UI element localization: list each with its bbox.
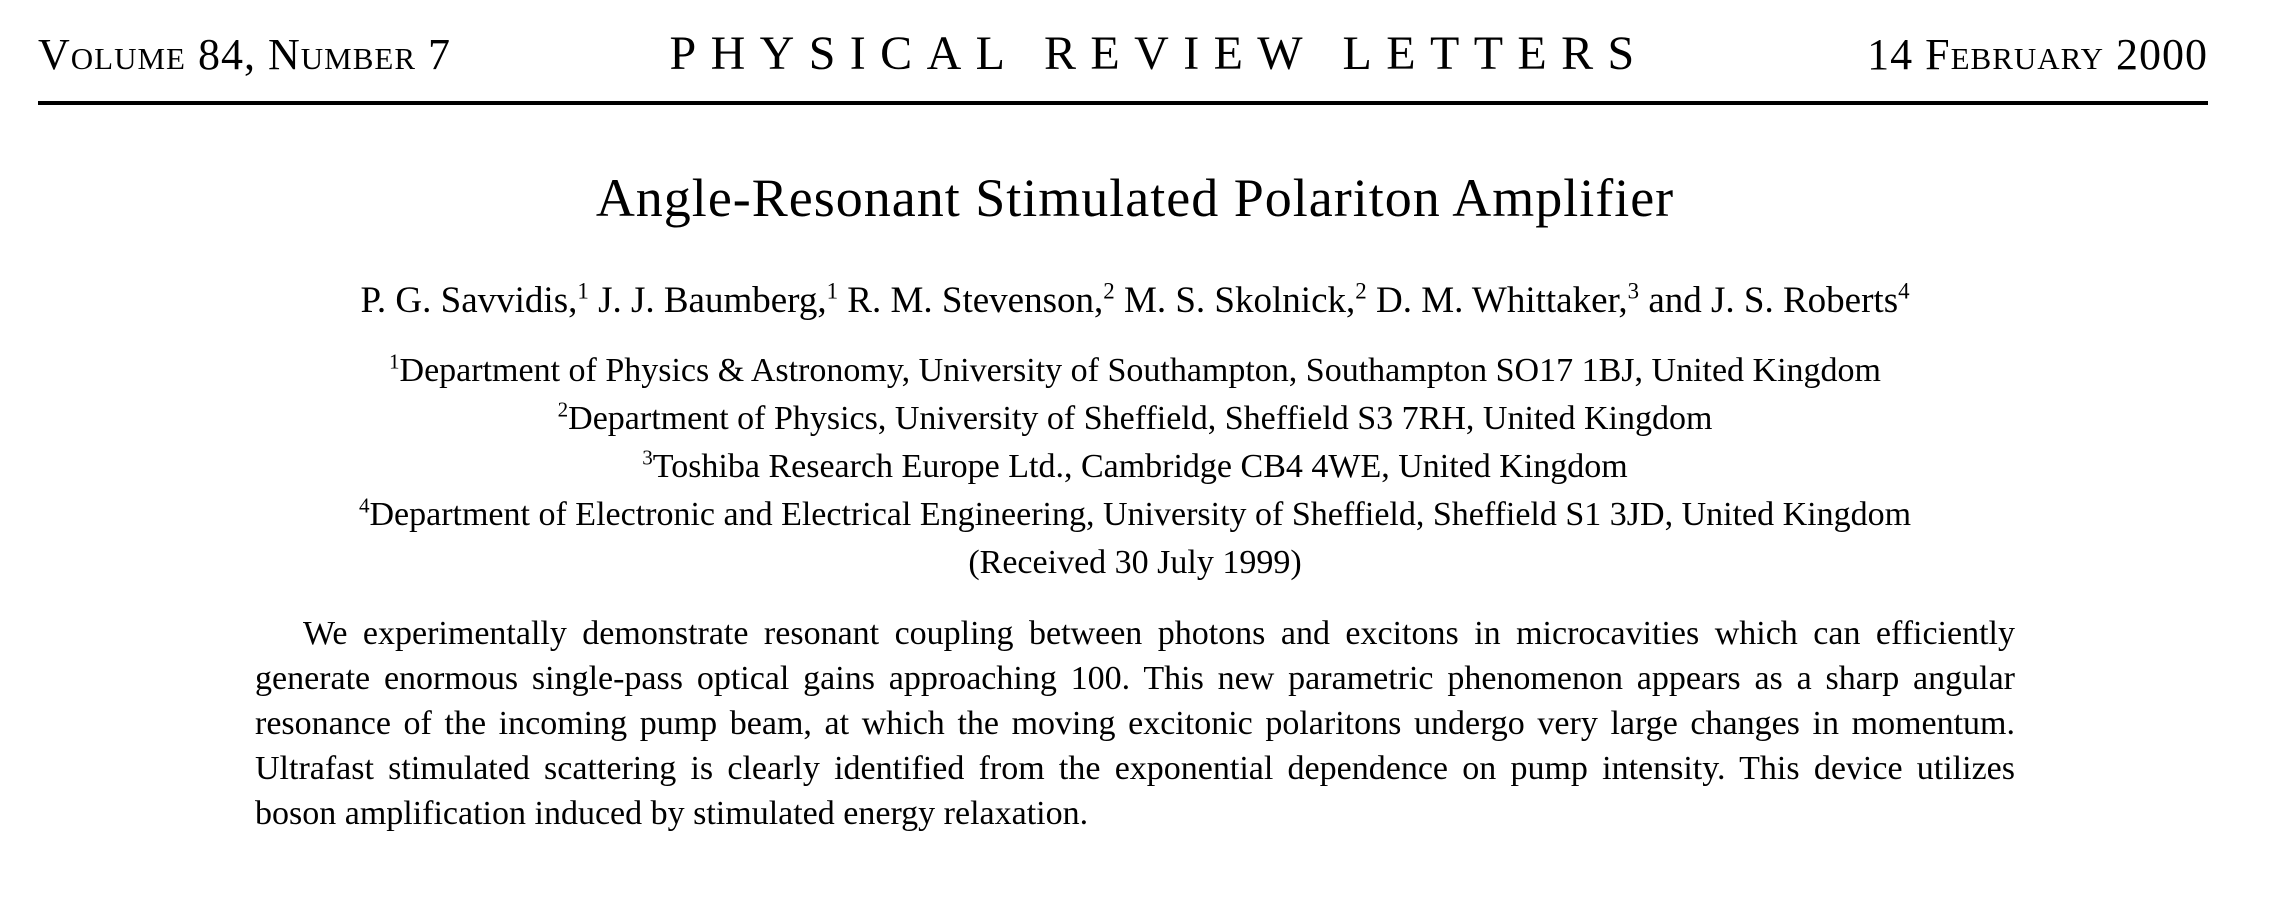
- affiliation-line: 2Department of Physics, University of Sh…: [557, 398, 1713, 438]
- abstract-paragraph: We experimentally demonstrate resonant c…: [255, 615, 2015, 833]
- affiliation-line: 1Department of Physics & Astronomy, Univ…: [388, 350, 1882, 390]
- affiliation-number: 4: [358, 494, 370, 519]
- journal-title: PHYSICAL REVIEW LETTERS: [669, 27, 1649, 80]
- affiliation-number: 3: [642, 446, 653, 471]
- author-affiliation-ref: 2: [1355, 278, 1367, 304]
- received-date-line: (Received 30 July 1999): [968, 544, 1302, 582]
- author: D. M. Whittaker,3: [1366, 278, 1640, 321]
- author: M. S. Skolnick,2: [1114, 278, 1367, 321]
- author: J. J. Baumberg,1: [588, 278, 839, 321]
- journal-masthead: Volume 84, Number 7 PHYSICAL REVIEW LETT…: [0, 0, 2270, 81]
- volume-issue-label: Volume 84, Number 7: [38, 30, 452, 79]
- author-affiliation-ref: 2: [1103, 278, 1115, 304]
- article-title: Angle-Resonant Stimulated Polariton Ampl…: [595, 168, 1675, 228]
- author-affiliation-ref: 3: [1627, 278, 1640, 304]
- author-affiliation-ref: 1: [826, 278, 839, 304]
- masthead-divider-rule: [38, 101, 2208, 105]
- author-affiliation-ref: 4: [1898, 278, 1910, 304]
- issue-date-label: 14 February 2000: [1867, 30, 2208, 79]
- affiliation-line: 3Toshiba Research Europe Ltd., Cambridge…: [642, 446, 1628, 486]
- affiliation-number: 2: [557, 398, 569, 423]
- author-affiliation-ref: 1: [577, 278, 589, 304]
- author: and J. S. Roberts4: [1639, 278, 1910, 321]
- affiliation-line: 4Department of Electronic and Electrical…: [358, 494, 1912, 534]
- author: R. M. Stevenson,2: [838, 278, 1115, 321]
- affiliation-list: 1Department of Physics & Astronomy, Univ…: [0, 347, 2270, 539]
- affiliation-number: 1: [388, 350, 400, 375]
- author-list: P. G. Savvidis,1 J. J. Baumberg,1 R. M. …: [0, 279, 2270, 323]
- author: P. G. Savvidis,1: [360, 278, 589, 321]
